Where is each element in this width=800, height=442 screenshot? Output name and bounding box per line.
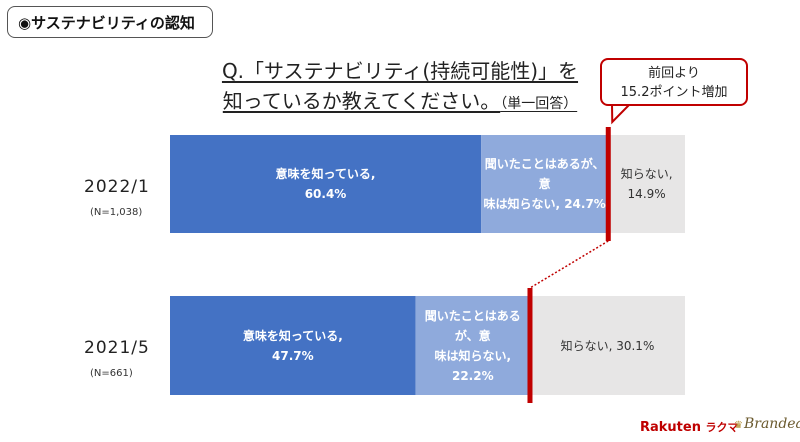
sample-size-label: (N=1,038) (90, 207, 143, 218)
category-label: 2021/5 (84, 338, 150, 358)
increase-callout: 前回より 15.2ポイント増加 (600, 58, 748, 106)
question-line-1: Q.「サステナビリティ(持続可能性)」を (221, 59, 579, 83)
bar-data-label-line: 47.7% (272, 348, 314, 363)
bar-segment-1-0 (170, 296, 416, 395)
question-line-2: 知っているか教えてください。 (222, 89, 501, 113)
bar-data-label-0-1: 聞いたことはあるが、意味は知らない, 24.7% (481, 135, 608, 233)
section-tag: ◉サステナビリティの認知 (7, 6, 213, 38)
brandear-logo: ♛Brandear (734, 416, 800, 432)
sample-size-label: (N=661) (90, 368, 133, 379)
bar-data-label-line: 知らない, 14.9% (620, 167, 673, 201)
bar-data-label-1-1: 聞いたことはあるが、意 味は知らない, 22.2% (416, 296, 530, 395)
crown-icon: ♛ (734, 420, 743, 431)
bar-segment-0-0 (170, 135, 482, 233)
bar-segment-1-2 (529, 296, 685, 395)
bar-data-label-0-2: 知らない, 14.9% (608, 135, 685, 233)
bar-data-label-0-0: 意味を知っている, 60.4% (170, 135, 481, 233)
bar-data-label-1-0: 意味を知っている, 47.7% (170, 296, 416, 395)
question-title: Q.「サステナビリティ(持続可能性)」を 知っているか教えてください。（単一回答… (0, 56, 800, 119)
category-label: 2022/1 (84, 177, 150, 197)
bar-data-label-line: 60.4% (304, 187, 347, 201)
awareness-marker-1 (527, 288, 533, 403)
callout-line-1: 前回より (648, 66, 700, 81)
bar-segment-0-1 (481, 135, 609, 233)
rakuten-rakuma-logo: Rakuten ラクマ (640, 419, 739, 435)
bar-segment-1-1 (415, 296, 530, 395)
marker-connector-line (529, 240, 609, 289)
bar-data-label-line: 意味を知っている, (275, 167, 376, 181)
rakuten-logo-text: Rakuten (640, 420, 701, 435)
bar-data-label-1-2: 知らない, 30.1% (530, 296, 685, 395)
callout-line-2: 15.2ポイント増加 (620, 85, 728, 100)
rakuma-logo-text: ラクマ (705, 421, 739, 434)
bar-data-label-line: 意味を知っている, (242, 328, 343, 343)
bar-data-label-line: 味は知らない, 22.2% (434, 348, 512, 383)
callout-pointer (610, 103, 633, 125)
bar-data-label-line: 聞いたことはあるが、意 (484, 157, 605, 191)
question-note: （単一回答） (500, 96, 578, 112)
bar-data-label-line: 味は知らない, 24.7% (483, 197, 606, 211)
bar-segment-0-2 (608, 135, 685, 233)
brandear-logo-text: Brandear (743, 416, 800, 432)
bar-data-label-line: 聞いたことはあるが、意 (424, 308, 521, 343)
awareness-marker-0 (605, 127, 611, 241)
section-tag-text: ◉サステナビリティの認知 (18, 13, 195, 32)
bar-data-label-line: 知らない, 30.1% (560, 338, 655, 353)
